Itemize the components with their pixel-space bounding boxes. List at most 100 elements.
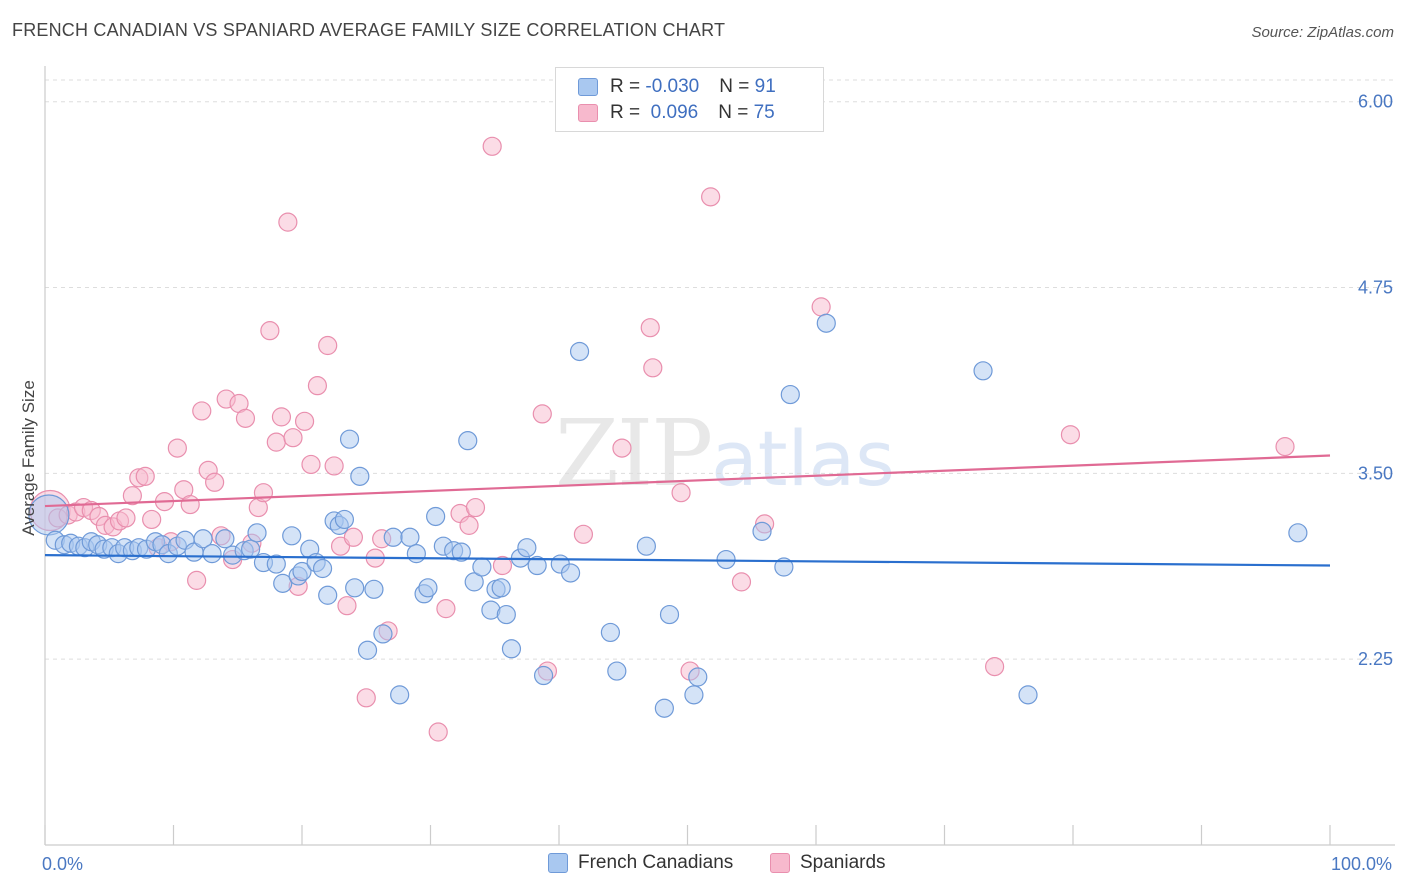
spaniard-point — [482, 136, 502, 156]
bottom-legend-label: French Canadians — [578, 852, 734, 873]
spaniard-point — [356, 688, 376, 708]
spaniard-point — [307, 376, 328, 396]
spaniard-point — [294, 411, 315, 431]
french-canadian-point — [339, 429, 360, 449]
french-canadian-point — [659, 604, 680, 625]
blue-swatch — [578, 78, 598, 96]
french-canadians-points — [28, 313, 1308, 718]
french-canadian-point — [383, 527, 403, 547]
french-canadian-point — [560, 563, 581, 583]
french-canadian-point — [202, 544, 222, 564]
french-canadian-point — [1018, 685, 1038, 705]
spaniard-point — [1275, 437, 1295, 457]
bottom-legend-french-canadians: French Canadians — [548, 852, 733, 874]
french-canadian-point — [491, 578, 511, 598]
spaniard-point — [671, 483, 691, 503]
french-canadian-point — [282, 526, 302, 546]
spaniard-point — [253, 483, 274, 503]
spaniard-point — [643, 358, 663, 378]
spaniard-point — [811, 297, 831, 317]
label-layer: 2.25 3.50 4.75 6.00 0.0% 100.0% Average Family… — [19, 92, 1393, 874]
french-canadian-point — [418, 578, 438, 598]
correlation-legend: R = -0.030 N = 91 R = 0.096 N = 75 — [555, 67, 824, 132]
french-canadian-point — [318, 585, 338, 605]
spaniard-point — [1060, 425, 1081, 445]
french-canadian-point — [406, 544, 426, 564]
french-canadian-point — [780, 384, 800, 405]
x-tick-label: 0.0% — [42, 854, 83, 874]
french-canadian-point — [345, 578, 365, 598]
axis-layer — [44, 66, 1395, 846]
bottom-legend-label: Spaniards — [800, 852, 886, 873]
spaniard-point — [205, 472, 225, 492]
spaniard-point — [465, 497, 486, 518]
french-canadian-point — [816, 313, 836, 333]
spaniard-point — [180, 494, 200, 515]
spaniard-point — [260, 321, 280, 341]
spaniard-point — [612, 438, 632, 458]
spaniard-point — [167, 438, 187, 458]
spaniard-point — [428, 722, 448, 742]
spaniard-point — [301, 454, 321, 475]
french-canadian-point — [973, 361, 993, 381]
french-canadian-point — [1288, 523, 1308, 543]
watermark-atlas: atlas — [711, 414, 895, 503]
y-tick-label: 2.25 — [1358, 649, 1393, 669]
french-canadian-point — [774, 557, 794, 577]
french-canadian-point — [241, 539, 261, 559]
french-canadian-point — [533, 665, 554, 686]
legend-row-french-canadians: R = -0.030 N = 91 — [578, 75, 776, 99]
spaniard-point — [122, 486, 142, 506]
legend-row-spaniards: R = 0.096 N = 75 — [578, 101, 775, 125]
source-label: Source: ZipAtlas.com — [1251, 24, 1394, 41]
y-tick-label: 3.50 — [1358, 463, 1393, 483]
spaniard-point — [492, 555, 513, 576]
french-canadian-point — [426, 506, 446, 527]
pink-swatch — [578, 104, 598, 122]
chart-title: FRENCH CANADIAN VS SPANIARD AVERAGE FAMI… — [12, 20, 726, 40]
french-canadian-point — [247, 523, 267, 543]
pink-swatch — [770, 853, 790, 873]
y-tick-label: 4.75 — [1358, 278, 1393, 298]
spaniard-point — [278, 212, 298, 232]
french-canadian-point — [464, 572, 484, 592]
french-canadian-point — [458, 431, 478, 451]
french-canadian-point — [517, 538, 537, 558]
grid-layer — [45, 79, 1395, 660]
spaniards-trendline — [44, 454, 1331, 508]
spaniard-point — [318, 335, 338, 356]
legend-n-label: N = — [718, 102, 754, 123]
french-canadian-point — [373, 624, 393, 644]
spaniard-point — [187, 570, 207, 590]
french-canadian-point — [636, 536, 656, 556]
french-canadian-point — [266, 554, 286, 574]
french-canadian-point — [607, 661, 627, 681]
y-tick-label: 6.00 — [1358, 92, 1393, 112]
french-canadian-point — [350, 466, 370, 486]
spaniard-point — [573, 524, 594, 544]
french-canadian-point — [292, 561, 312, 582]
french-canadian-point — [600, 622, 621, 643]
french-canadian-point — [496, 604, 516, 625]
legend-r-value: -0.030 — [645, 76, 700, 97]
spaniard-point — [640, 318, 660, 338]
french-canadian-point — [364, 579, 384, 599]
x-tick-label: 100.0% — [1331, 854, 1392, 874]
french-canadians-trendline — [44, 554, 1331, 567]
spaniard-point — [235, 408, 256, 428]
spaniard-point — [283, 428, 303, 448]
french-canadian-point — [357, 640, 378, 660]
french-canadian-point — [390, 685, 410, 705]
legend-r-label: R = — [610, 102, 646, 123]
trend-layer — [44, 454, 1331, 567]
french-canadian-point — [400, 527, 420, 547]
french-canadian-point — [684, 685, 704, 705]
french-canadian-point — [688, 667, 708, 687]
french-canadian-point — [569, 341, 590, 362]
blue-swatch — [548, 853, 568, 873]
legend-n-label: N = — [719, 76, 755, 97]
spaniard-point — [116, 508, 136, 528]
bottom-legend-spaniards: Spaniards — [770, 852, 886, 874]
spaniard-point — [731, 572, 752, 592]
spaniard-point — [337, 596, 357, 616]
